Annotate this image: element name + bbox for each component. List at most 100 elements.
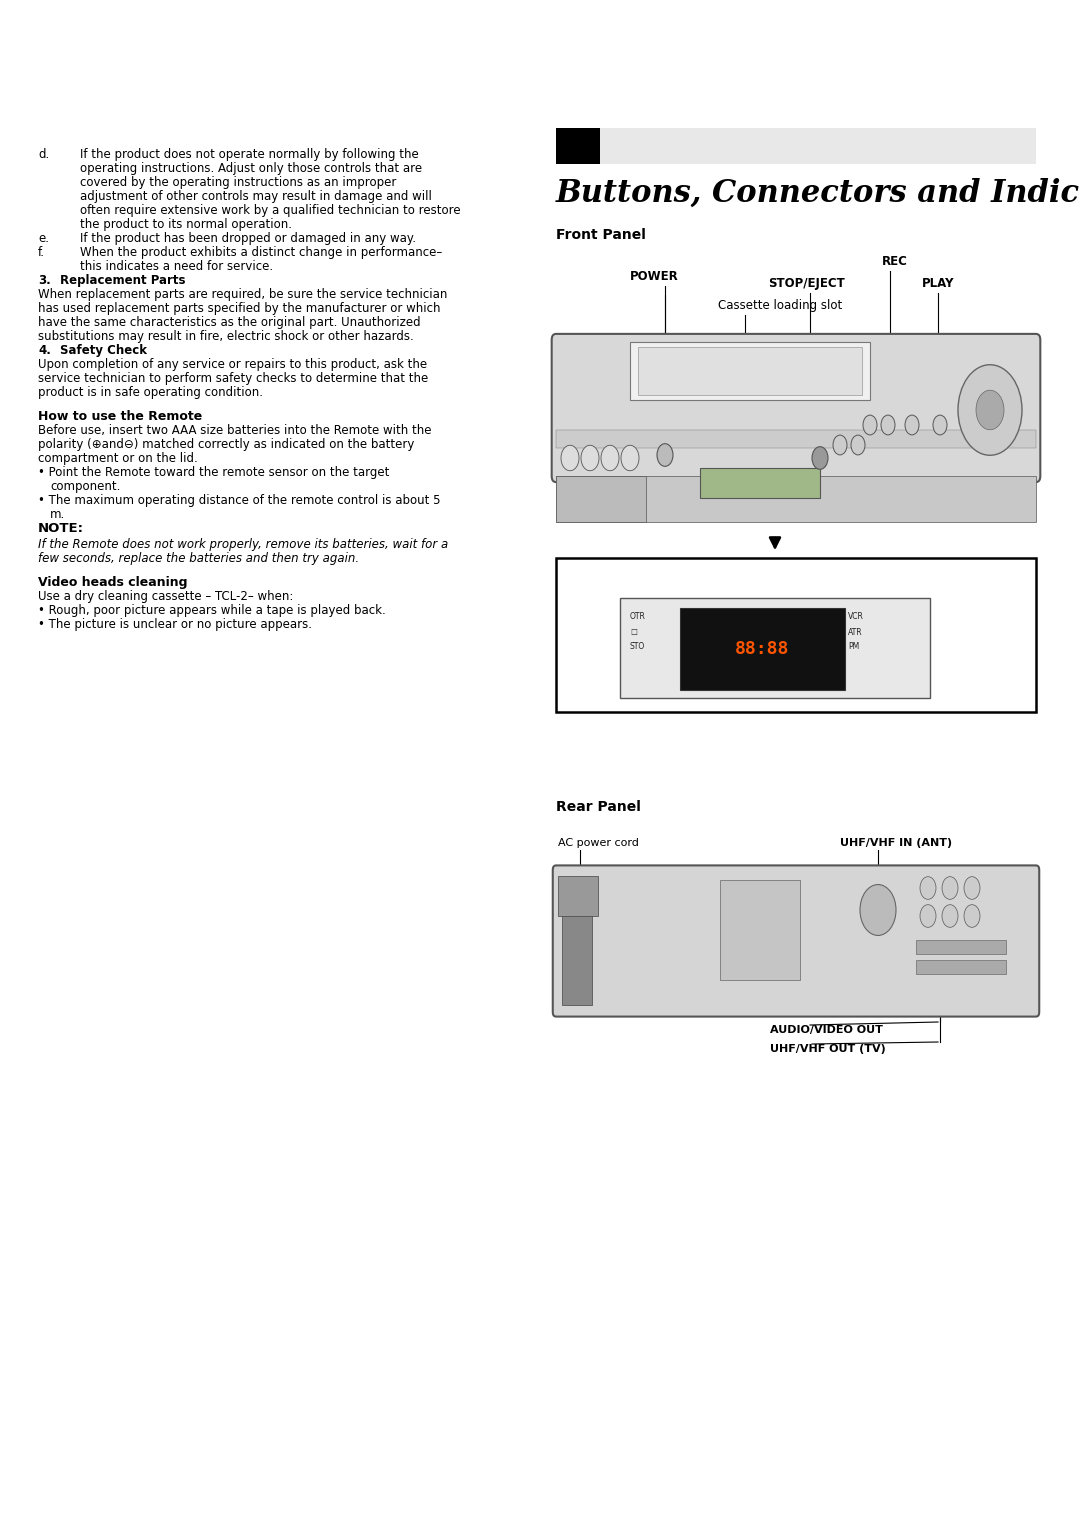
Text: • The maximum operating distance of the remote control is about 5: • The maximum operating distance of the … (38, 494, 441, 507)
Text: AC power cord: AC power cord (558, 837, 639, 848)
Text: UHF/VHF IN (ANT): UHF/VHF IN (ANT) (840, 837, 953, 848)
Circle shape (942, 877, 958, 900)
Circle shape (581, 445, 599, 471)
Circle shape (976, 390, 1004, 429)
Text: When the product exhibits a distinct change in performance–: When the product exhibits a distinct cha… (80, 246, 442, 260)
Text: OTR: OTR (630, 613, 646, 620)
Circle shape (920, 905, 936, 927)
Circle shape (881, 416, 895, 435)
Text: UHF/VHF OUT (TV): UHF/VHF OUT (TV) (770, 1044, 886, 1054)
Text: 3.: 3. (38, 274, 51, 287)
Bar (556, 477, 646, 523)
Circle shape (600, 445, 619, 471)
Text: VCR: VCR (1009, 613, 1032, 622)
Text: VIDEO/AUDIO: VIDEO/AUDIO (558, 486, 637, 500)
Bar (720, 880, 800, 979)
Bar (638, 347, 862, 396)
Text: Timer: Timer (562, 625, 594, 636)
Text: Record: Record (562, 639, 600, 649)
Text: input connectors: input connectors (558, 500, 658, 513)
Text: ☐: ☐ (630, 628, 637, 637)
Circle shape (657, 443, 673, 466)
Bar (556, 429, 1036, 448)
FancyBboxPatch shape (553, 865, 1039, 1016)
Bar (916, 940, 1005, 953)
Text: PLAY: PLAY (922, 277, 955, 290)
Text: often require extensive work by a qualified technician to restore: often require extensive work by a qualif… (80, 205, 461, 217)
Text: REW: REW (864, 500, 894, 513)
Bar (556, 477, 1036, 523)
Text: Safety Check: Safety Check (60, 344, 147, 358)
Text: sensor: sensor (692, 512, 731, 526)
Text: NOTE:: NOTE: (38, 523, 84, 535)
Text: REC: REC (882, 255, 908, 267)
Text: If the product does not operate normally by following the: If the product does not operate normally… (80, 148, 419, 160)
Text: Buttons, Connectors and Indicators: Buttons, Connectors and Indicators (556, 177, 1080, 209)
Text: d.: d. (38, 148, 50, 160)
Text: If the Remote does not work properly, remove its batteries, wait for a: If the Remote does not work properly, re… (38, 538, 448, 552)
Circle shape (958, 365, 1022, 455)
Text: Replacement Parts: Replacement Parts (60, 274, 186, 287)
Text: VCR: VCR (848, 613, 864, 620)
Circle shape (905, 416, 919, 435)
Circle shape (863, 416, 877, 435)
Text: e.: e. (38, 232, 49, 244)
Text: polarity (⊕and⊖) matched correctly as indicated on the battery: polarity (⊕and⊖) matched correctly as in… (38, 439, 415, 451)
Text: have the same characteristics as the original part. Unauthorized: have the same characteristics as the ori… (38, 316, 420, 329)
Text: has used replacement parts specified by the manufacturer or which: has used replacement parts specified by … (38, 303, 441, 315)
Circle shape (964, 877, 980, 900)
Text: Before use, insert two AAA size batteries into the Remote with the: Before use, insert two AAA size batterie… (38, 423, 432, 437)
Text: product is in safe operating condition.: product is in safe operating condition. (38, 387, 264, 399)
Text: AUDIO/VIDEO OUT: AUDIO/VIDEO OUT (770, 1025, 882, 1034)
Text: Remote: Remote (689, 498, 734, 510)
Text: Tape In: Tape In (562, 669, 602, 680)
Text: Display Panel: Display Panel (562, 564, 663, 578)
Text: AM/PM: AM/PM (995, 669, 1032, 680)
Text: One-touch Timer Recording: One-touch Timer Recording (680, 582, 833, 591)
Text: f.: f. (38, 246, 45, 260)
Text: CH–/+: CH–/+ (793, 484, 832, 498)
Text: adjustment of other controls may result in damage and will: adjustment of other controls may result … (80, 189, 432, 203)
Text: If the product has been dropped or damaged in any way.: If the product has been dropped or damag… (80, 232, 416, 244)
Text: PM: PM (848, 642, 860, 651)
Text: How to use the Remote: How to use the Remote (38, 410, 202, 423)
Bar (700, 468, 820, 498)
Text: compartment or on the lid.: compartment or on the lid. (38, 452, 198, 465)
Text: FF: FF (934, 484, 950, 498)
Text: Front Panel: Front Panel (556, 228, 646, 241)
Text: When replacement parts are required, be sure the service technician: When replacement parts are required, be … (38, 287, 447, 301)
Circle shape (920, 877, 936, 900)
Text: ATR: ATR (848, 628, 863, 637)
Circle shape (561, 445, 579, 471)
Text: 88:88: 88:88 (734, 640, 789, 659)
Bar (562, 905, 592, 1005)
Text: Cassette loading slot: Cassette loading slot (718, 299, 842, 312)
Text: POWER: POWER (630, 270, 678, 283)
Text: Tracking): Tracking) (981, 642, 1032, 652)
Bar (556, 558, 1036, 712)
Text: few seconds, replace the batteries and then try again.: few seconds, replace the batteries and t… (38, 552, 360, 565)
Text: Upon completion of any service or repairs to this product, ask the: Upon completion of any service or repair… (38, 358, 427, 371)
Circle shape (812, 446, 828, 469)
Bar (620, 597, 930, 698)
FancyBboxPatch shape (552, 335, 1040, 483)
Text: this indicates a need for service.: this indicates a need for service. (80, 260, 273, 274)
Text: STOP/EJECT: STOP/EJECT (768, 277, 845, 290)
Text: 4.: 4. (38, 344, 51, 358)
Bar (916, 960, 1005, 973)
Text: Use a dry cleaning cassette – TCL-2– when:: Use a dry cleaning cassette – TCL-2– whe… (38, 590, 294, 604)
Text: STO: STO (630, 642, 645, 651)
Bar (556, 128, 600, 163)
Text: Video heads cleaning: Video heads cleaning (38, 576, 188, 588)
Circle shape (833, 435, 847, 455)
Text: • Rough, poor picture appears while a tape is played back.: • Rough, poor picture appears while a ta… (38, 604, 386, 617)
Text: Multi-Function Display: Multi-Function Display (713, 692, 837, 701)
Bar (680, 608, 845, 691)
Text: Rear Panel: Rear Panel (556, 801, 640, 814)
Circle shape (942, 905, 958, 927)
Text: the product to its normal operation.: the product to its normal operation. (80, 219, 292, 231)
Text: • Point the Remote toward the remote sensor on the target: • Point the Remote toward the remote sen… (38, 466, 390, 478)
Bar (630, 342, 870, 400)
Circle shape (621, 445, 639, 471)
Text: m.: m. (50, 507, 65, 521)
